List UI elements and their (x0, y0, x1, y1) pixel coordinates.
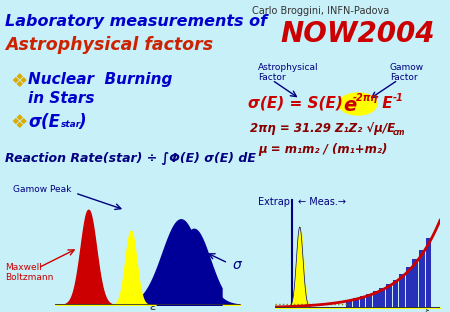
Text: σ(E) = S(E): σ(E) = S(E) (248, 96, 348, 111)
Text: σ: σ (233, 258, 242, 272)
Text: NOW2004: NOW2004 (280, 20, 435, 48)
Bar (419, 250, 425, 308)
Bar (366, 294, 372, 308)
Bar (379, 288, 385, 308)
Text: -2πη: -2πη (353, 93, 378, 103)
Bar (392, 280, 398, 308)
Text: ❖: ❖ (10, 72, 27, 91)
Text: Laboratory measurements of: Laboratory measurements of (5, 14, 267, 29)
Text: ε: ε (150, 300, 157, 312)
Text: μ = m₁m₂ / (m₁+m₂): μ = m₁m₂ / (m₁+m₂) (258, 143, 387, 156)
Text: σ(E: σ(E (28, 113, 60, 131)
Text: -1: -1 (393, 93, 404, 103)
Bar (406, 267, 412, 308)
Text: Astrophysical factors: Astrophysical factors (5, 36, 213, 54)
Text: cm: cm (393, 128, 405, 137)
Text: Astrophysical
Factor: Astrophysical Factor (258, 63, 319, 82)
Bar (360, 296, 365, 308)
Text: ← Meas.→: ← Meas.→ (298, 197, 346, 207)
Bar (386, 284, 392, 308)
Text: star: star (61, 120, 81, 129)
Text: Extrap.: Extrap. (258, 197, 293, 207)
Bar (373, 291, 378, 308)
Text: 2πη = 31.29 Z₁Z₂ √μ/E: 2πη = 31.29 Z₁Z₂ √μ/E (250, 122, 395, 135)
Text: in Stars: in Stars (28, 91, 94, 106)
Text: Nuclear  Burning: Nuclear Burning (28, 72, 172, 87)
Text: ): ) (78, 113, 86, 131)
Bar (399, 274, 405, 308)
Bar (346, 300, 352, 308)
Text: Reaction Rate(star) ÷ ∫Φ(E) σ(E) dE: Reaction Rate(star) ÷ ∫Φ(E) σ(E) dE (5, 152, 256, 165)
Text: E: E (377, 96, 392, 111)
Bar (353, 298, 359, 308)
Bar (412, 259, 418, 308)
Text: ❖: ❖ (10, 113, 27, 132)
Text: Gamow Peak: Gamow Peak (13, 185, 72, 194)
Ellipse shape (339, 93, 377, 115)
Text: Carlo Broggini, INFN-Padova: Carlo Broggini, INFN-Padova (252, 6, 389, 16)
Text: Gamow
Factor: Gamow Factor (390, 63, 424, 82)
Bar (426, 238, 432, 308)
Text: e: e (343, 96, 356, 115)
Text: ε: ε (425, 306, 431, 312)
Text: Maxwell
Boltzmann: Maxwell Boltzmann (5, 263, 54, 282)
